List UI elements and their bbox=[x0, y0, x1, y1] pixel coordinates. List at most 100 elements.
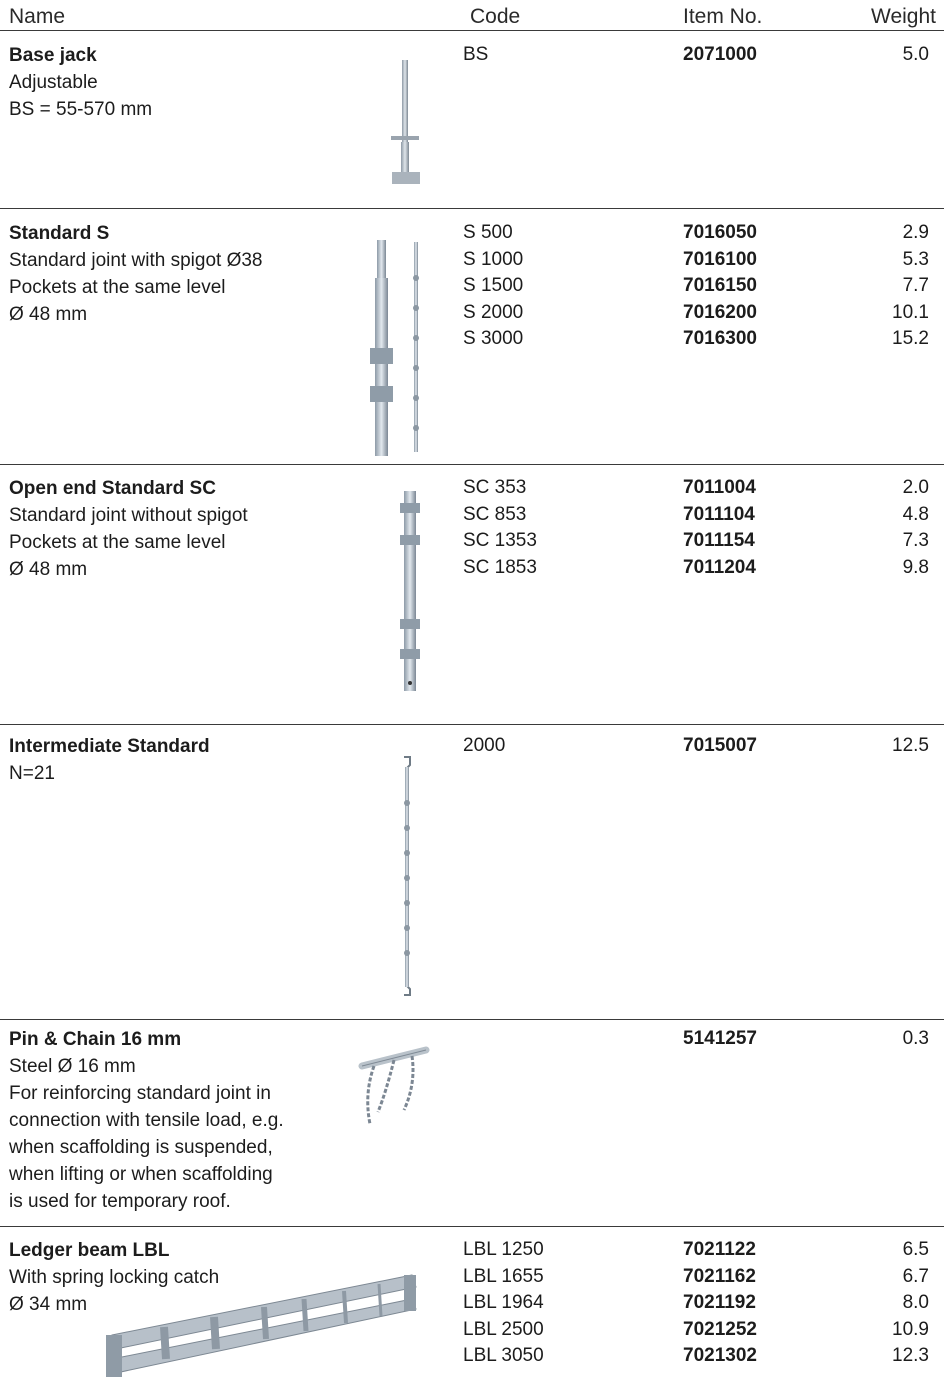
item-column: 7015007 bbox=[683, 733, 757, 760]
code-cell: SC 853 bbox=[463, 503, 527, 525]
code-cell: S 3000 bbox=[463, 328, 524, 350]
weight-cell: 5.0 bbox=[902, 44, 929, 65]
code-cell: LBL 1250 bbox=[463, 1239, 544, 1260]
item-column: 5141257 bbox=[683, 1026, 757, 1053]
code-column: S 500 S 1000 S 1500 S 2000 S 3000 bbox=[463, 220, 523, 353]
desc-line: Ø 34 mm bbox=[9, 1294, 88, 1315]
desc-line: For reinforcing standard joint in bbox=[9, 1083, 271, 1104]
code-cell: S 1000 bbox=[463, 248, 524, 270]
weight-cell: 12.5 bbox=[892, 735, 929, 756]
weight-cell: 6.5 bbox=[902, 1239, 929, 1260]
weight-column: 2.0 4.8 7.3 9.8 bbox=[903, 475, 929, 581]
item-column: 7021122 7021162 7021192 7021252 7021302 bbox=[683, 1237, 757, 1370]
weight-cell: 6.7 bbox=[902, 1265, 929, 1287]
item-cell: 7016100 bbox=[683, 248, 757, 270]
item-cell: 7021192 bbox=[683, 1292, 756, 1314]
weight-column: 6.5 6.7 8.0 10.9 12.3 bbox=[892, 1237, 929, 1370]
weight-cell: 12.3 bbox=[892, 1345, 929, 1367]
weight-cell: 8.0 bbox=[902, 1292, 929, 1314]
code-column: LBL 1250 LBL 1655 LBL 1964 LBL 2500 LBL … bbox=[463, 1237, 544, 1370]
open-end-standard-image bbox=[400, 491, 420, 691]
code-column: SC 353 SC 853 SC 1353 SC 1853 bbox=[463, 475, 537, 581]
row-divider bbox=[0, 464, 944, 465]
code-cell: LBL 3050 bbox=[463, 1345, 544, 1367]
weight-cell: 4.8 bbox=[902, 503, 929, 525]
desc-line: Pockets at the same level bbox=[9, 277, 226, 298]
product-title: Open end Standard SC bbox=[9, 478, 216, 499]
weight-column: 2.9 5.3 7.7 10.1 15.2 bbox=[892, 220, 929, 353]
desc-line: Steel Ø 16 mm bbox=[9, 1056, 136, 1077]
code-cell: 2000 bbox=[463, 735, 506, 756]
desc-line: N=21 bbox=[9, 763, 55, 784]
desc-line: when lifting or when scaffolding bbox=[9, 1164, 273, 1185]
product-description: Standard joint without spigot Pockets at… bbox=[9, 502, 248, 583]
weight-cell: 10.9 bbox=[892, 1318, 929, 1340]
weight-cell: 7.7 bbox=[902, 275, 929, 297]
weight-column: 5.0 bbox=[903, 42, 929, 69]
weight-cell: 9.8 bbox=[902, 556, 929, 578]
weight-cell: 0.3 bbox=[902, 1028, 929, 1049]
pin-chain-image bbox=[358, 1046, 430, 1125]
product-title: Pin & Chain 16 mm bbox=[9, 1029, 182, 1050]
item-cell: 7015007 bbox=[683, 735, 757, 756]
item-cell: 7021162 bbox=[683, 1265, 756, 1287]
code-column: 2000 bbox=[463, 733, 505, 760]
desc-line: Standard joint without spigot bbox=[9, 505, 248, 526]
item-cell: 7021122 bbox=[683, 1239, 756, 1260]
desc-line: BS = 55-570 mm bbox=[9, 99, 153, 120]
weight-cell: 10.1 bbox=[892, 301, 929, 323]
weight-cell: 15.2 bbox=[892, 328, 929, 350]
row-divider bbox=[0, 1019, 944, 1020]
desc-line: connection with tensile load, e.g. bbox=[9, 1110, 284, 1131]
desc-line: Ø 48 mm bbox=[9, 559, 88, 580]
item-cell: 7016300 bbox=[683, 328, 757, 350]
desc-line: when scaffolding is suspended, bbox=[9, 1137, 273, 1158]
weight-cell: 7.3 bbox=[902, 530, 929, 552]
code-cell: S 500 bbox=[463, 222, 513, 243]
header-item-no: Item No. bbox=[683, 5, 763, 28]
product-description: With spring locking catch Ø 34 mm bbox=[9, 1264, 219, 1318]
code-cell: SC 353 bbox=[463, 477, 527, 498]
item-cell: 7011004 bbox=[683, 477, 756, 498]
header-weight: Weight bbox=[871, 5, 936, 28]
code-column: BS bbox=[463, 42, 488, 69]
item-cell: 7011104 bbox=[683, 503, 755, 525]
item-cell: 7016150 bbox=[683, 275, 757, 297]
code-cell: S 1500 bbox=[463, 275, 524, 297]
desc-line: Pockets at the same level bbox=[9, 532, 226, 553]
desc-line: Ø 48 mm bbox=[9, 304, 88, 325]
header-divider bbox=[0, 30, 944, 31]
item-cell: 5141257 bbox=[683, 1028, 757, 1049]
row-divider bbox=[0, 1226, 944, 1227]
item-cell: 7011154 bbox=[683, 530, 755, 552]
item-cell: 7021252 bbox=[683, 1318, 757, 1340]
code-cell: LBL 2500 bbox=[463, 1318, 544, 1340]
code-cell: SC 1853 bbox=[463, 556, 537, 578]
item-column: 7011004 7011104 7011154 7011204 bbox=[683, 475, 756, 581]
table-header: Name Code Item No. Weight bbox=[0, 0, 946, 30]
product-description: Steel Ø 16 mm For reinforcing standard j… bbox=[9, 1053, 284, 1215]
item-cell: 7016200 bbox=[683, 301, 757, 323]
product-title: Base jack bbox=[9, 45, 97, 66]
item-cell: 2071000 bbox=[683, 44, 757, 65]
desc-line: With spring locking catch bbox=[9, 1267, 220, 1288]
weight-cell: 2.0 bbox=[902, 477, 929, 498]
product-title: Intermediate Standard bbox=[9, 736, 210, 757]
desc-line: is used for temporary roof. bbox=[9, 1191, 231, 1212]
code-cell: S 2000 bbox=[463, 301, 524, 323]
item-cell: 7011204 bbox=[683, 556, 756, 578]
desc-line: Adjustable bbox=[9, 72, 98, 93]
product-description: Adjustable BS = 55-570 mm bbox=[9, 69, 152, 123]
product-title: Ledger beam LBL bbox=[9, 1240, 170, 1261]
item-column: 7016050 7016100 7016150 7016200 7016300 bbox=[683, 220, 757, 353]
header-code: Code bbox=[470, 5, 521, 28]
weight-column: 12.5 bbox=[892, 733, 929, 760]
item-cell: 7021302 bbox=[683, 1345, 757, 1367]
product-title: Standard S bbox=[9, 223, 110, 244]
code-cell: SC 1353 bbox=[463, 530, 537, 552]
code-cell: LBL 1964 bbox=[463, 1292, 544, 1314]
code-cell: LBL 1655 bbox=[463, 1265, 544, 1287]
weight-cell: 2.9 bbox=[902, 222, 929, 243]
product-description: Standard joint with spigot Ø38 Pockets a… bbox=[9, 247, 263, 328]
item-cell: 7016050 bbox=[683, 222, 757, 243]
